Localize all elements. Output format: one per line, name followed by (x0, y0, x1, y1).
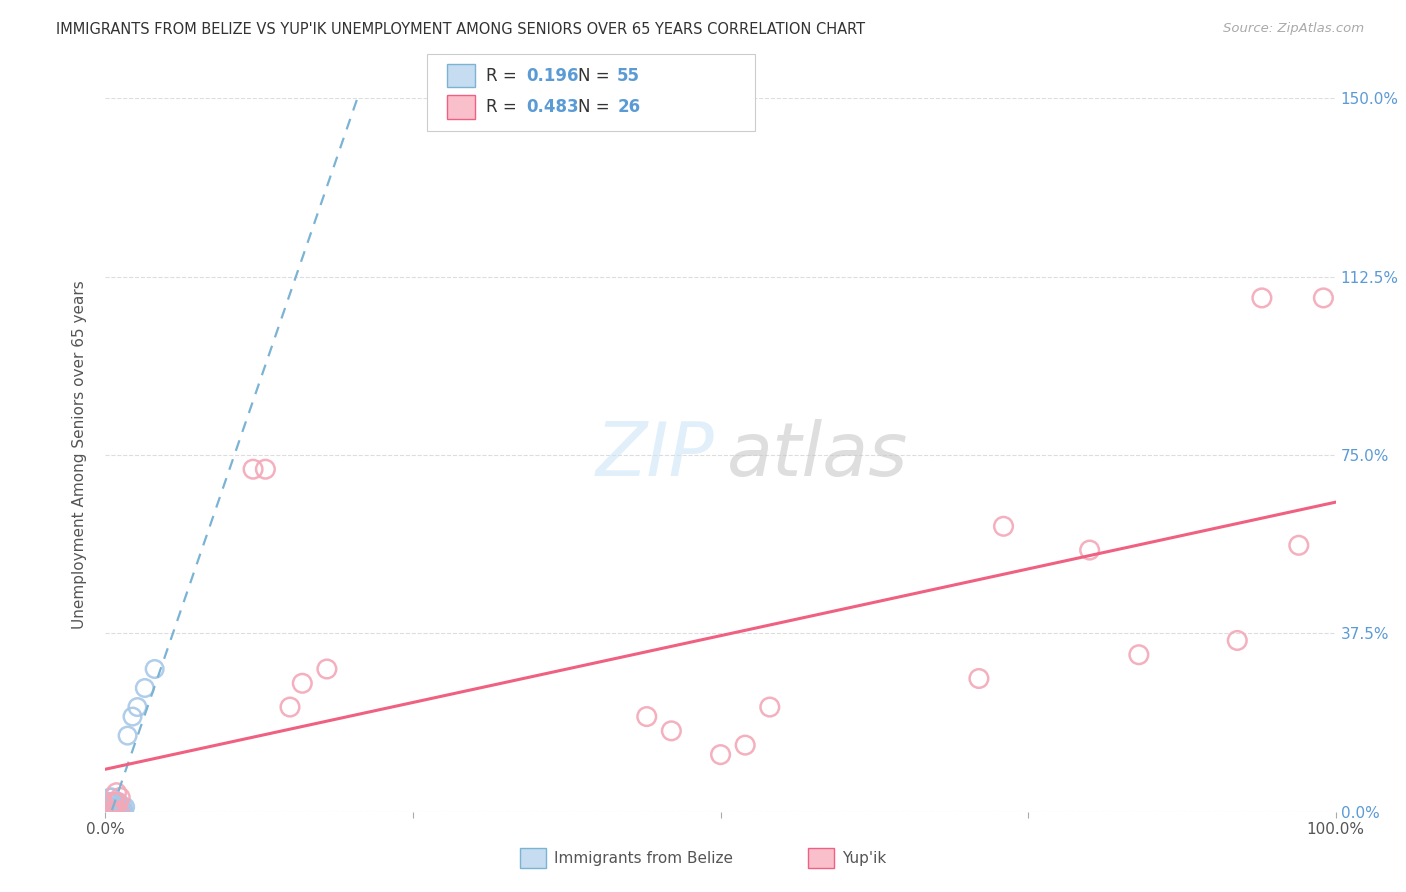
Point (96, 805, 118, 819)
Point (98, 795, 122, 809)
Point (98, 800, 121, 814)
Point (108, 805, 131, 819)
Text: 26: 26 (617, 98, 640, 116)
Point (101, 800, 124, 814)
Point (110, 805, 132, 819)
Point (100, 790, 122, 805)
Text: Source: ZipAtlas.com: Source: ZipAtlas.com (1223, 22, 1364, 36)
Point (97, 800, 120, 814)
Point (97, 805, 120, 819)
Point (96, 800, 118, 814)
Point (759, 700, 782, 714)
Point (110, 790, 132, 805)
Point (97, 795, 120, 809)
Point (98, 800, 122, 814)
Point (105, 805, 128, 819)
Text: 0.196: 0.196 (526, 67, 578, 85)
Point (98, 805, 122, 819)
Point (114, 800, 136, 814)
Point (103, 805, 125, 819)
Point (734, 738, 756, 752)
Point (101, 805, 124, 819)
Point (105, 786, 128, 800)
Point (108, 805, 131, 819)
Point (1251, 291, 1274, 305)
Text: 55: 55 (617, 67, 640, 85)
Point (278, 700, 301, 714)
Point (993, 519, 1015, 533)
Point (121, 709, 143, 723)
Point (100, 795, 122, 809)
Point (134, 681, 156, 695)
Point (108, 800, 131, 814)
Point (105, 805, 128, 819)
Text: Yup'ik: Yup'ik (842, 851, 886, 865)
Point (104, 805, 127, 819)
Text: atlas: atlas (727, 419, 908, 491)
Point (100, 805, 122, 819)
Point (98, 805, 122, 819)
Point (100, 800, 122, 814)
Point (315, 662, 337, 676)
Point (107, 795, 129, 809)
Point (100, 805, 122, 819)
Point (254, 462, 277, 476)
Point (96, 805, 118, 819)
Point (98, 790, 122, 805)
Point (110, 805, 132, 819)
Point (101, 805, 124, 819)
Point (103, 795, 125, 809)
Text: Immigrants from Belize: Immigrants from Belize (554, 851, 733, 865)
Text: N =: N = (578, 98, 614, 116)
Point (107, 805, 129, 819)
Point (107, 805, 129, 819)
Point (103, 795, 125, 809)
Point (117, 729, 139, 743)
Point (103, 800, 125, 814)
Point (1312, 291, 1334, 305)
Point (104, 800, 127, 814)
Point (127, 700, 149, 714)
Point (110, 800, 132, 814)
Point (98, 795, 121, 809)
Point (100, 805, 122, 819)
Point (98, 805, 122, 819)
Text: ZIP: ZIP (596, 419, 714, 491)
Point (112, 805, 135, 819)
Point (1078, 543, 1101, 558)
Point (107, 800, 129, 814)
Point (291, 676, 314, 690)
Point (104, 805, 127, 819)
Y-axis label: Unemployment Among Seniors over 65 years: Unemployment Among Seniors over 65 years (72, 281, 87, 629)
Point (1128, 648, 1150, 662)
Point (710, 747, 733, 762)
Text: 0.483: 0.483 (526, 98, 578, 116)
Point (98, 805, 121, 819)
Point (636, 709, 658, 723)
Text: IMMIGRANTS FROM BELIZE VS YUP'IK UNEMPLOYMENT AMONG SENIORS OVER 65 YEARS CORREL: IMMIGRANTS FROM BELIZE VS YUP'IK UNEMPLO… (56, 22, 865, 37)
Point (242, 462, 264, 476)
Point (1288, 538, 1310, 552)
Text: N =: N = (578, 67, 614, 85)
Point (97, 805, 120, 819)
Point (97, 805, 120, 819)
Point (104, 795, 127, 809)
Point (107, 795, 129, 809)
Text: R =: R = (486, 67, 523, 85)
Text: R =: R = (486, 98, 523, 116)
Point (98, 805, 121, 819)
Point (101, 795, 124, 809)
Point (143, 662, 166, 676)
Point (98, 805, 121, 819)
Point (105, 800, 128, 814)
Point (111, 800, 134, 814)
Point (661, 723, 683, 738)
Point (967, 672, 990, 686)
Point (104, 805, 127, 819)
Point (1226, 633, 1249, 648)
Point (103, 805, 125, 819)
